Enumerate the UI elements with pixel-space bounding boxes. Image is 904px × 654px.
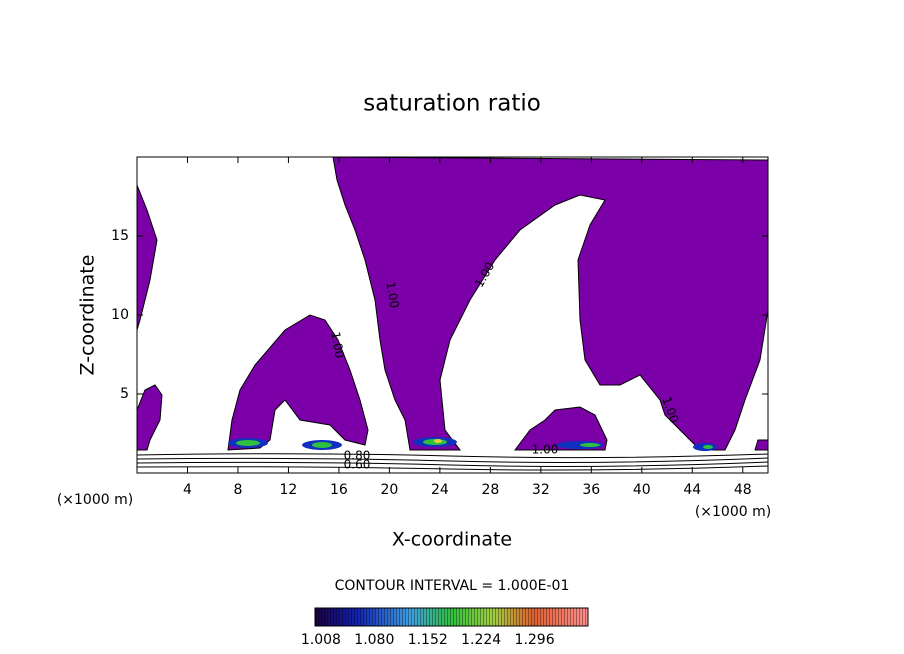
contour-label: 0.60 xyxy=(344,458,371,472)
y-tick-label: 5 xyxy=(120,386,129,402)
colorbar-label: 1.008 xyxy=(301,632,341,648)
y-axis-label: Z-coordinate xyxy=(77,255,99,376)
x-tick-label: 24 xyxy=(431,482,449,498)
region xyxy=(137,384,163,451)
x-tick-label: 32 xyxy=(532,482,550,498)
x-unit: (×1000 m) xyxy=(695,504,771,520)
filled-regions xyxy=(137,157,768,471)
x-axis-label: X-coordinate xyxy=(392,529,512,551)
x-tick-label: 16 xyxy=(330,482,348,498)
chart-title: saturation ratio xyxy=(363,91,541,117)
region xyxy=(754,439,768,451)
y-tick-label: 10 xyxy=(111,307,129,323)
y-tick-label: 15 xyxy=(111,228,129,244)
colorbar-label: 1.152 xyxy=(408,632,448,648)
colorbar-label: 1.296 xyxy=(515,632,555,648)
colorbar-frame xyxy=(314,607,589,627)
colorbar-label: 1.224 xyxy=(461,632,501,648)
x-tick-label: 40 xyxy=(633,482,651,498)
contour-lines xyxy=(137,453,768,471)
region xyxy=(137,184,158,331)
contour-label: 1.00 xyxy=(383,281,401,310)
contour-label: 1.00 xyxy=(532,443,559,457)
x-tick-label: 36 xyxy=(582,482,600,498)
contour-interval: CONTOUR INTERVAL = 1.000E-01 xyxy=(335,578,570,594)
colorbar-label: 1.080 xyxy=(354,632,394,648)
x-tick-label: 48 xyxy=(734,482,752,498)
region xyxy=(227,314,369,451)
x-tick-label: 20 xyxy=(380,482,398,498)
high-values xyxy=(228,437,717,451)
x-tick-label: 4 xyxy=(183,482,192,498)
contour-label: 0.80 xyxy=(344,449,371,463)
x-unit: (×1000 m) xyxy=(57,492,133,508)
x-tick-label: 12 xyxy=(280,482,298,498)
contour-label: 1.00 xyxy=(328,331,346,360)
x-tick-label: 8 xyxy=(233,482,242,498)
x-tick-label: 44 xyxy=(683,482,701,498)
region xyxy=(514,406,608,451)
x-tick-label: 28 xyxy=(481,482,499,498)
